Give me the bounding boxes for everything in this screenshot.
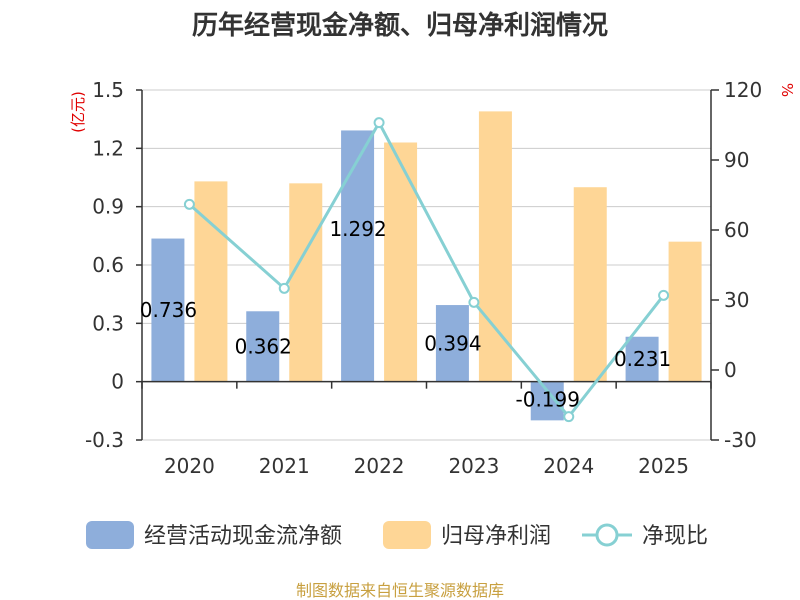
bar-net-profit [384, 142, 418, 382]
legend-label-net-profit: 归母净利润 [441, 524, 551, 549]
right-tick-label: 30 [724, 288, 749, 312]
point-cash-ratio [278, 282, 290, 294]
line-series [183, 117, 670, 423]
left-tick-label: 0 [111, 370, 124, 394]
point-cash-ratio [468, 296, 480, 308]
legend-swatch-net-profit [383, 521, 431, 549]
right-tick-label: 60 [724, 218, 749, 242]
point-cash-ratio [373, 117, 385, 129]
bar-operating-cash-flow [341, 130, 375, 382]
data-label-operating-cash-flow: -0.199 [516, 387, 580, 411]
data-label-operating-cash-flow: 0.394 [424, 331, 481, 355]
left-axis-unit: (亿元) [69, 91, 87, 133]
left-tick-label: 1.2 [92, 136, 124, 160]
legend-label-cash-ratio: 净现比 [642, 524, 708, 549]
x-tick-label: 2021 [259, 454, 310, 478]
right-tick-label: 120 [724, 78, 762, 102]
left-tick-label: 0.6 [92, 253, 124, 277]
bar-net-profit [289, 183, 323, 382]
bar-operating-cash-flow [435, 305, 469, 382]
left-tick-label: 0.3 [92, 311, 124, 335]
right-tick-label: -30 [724, 428, 757, 452]
legend-label-operating-cash-flow: 经营活动现金流净额 [144, 524, 342, 549]
point-cash-ratio [658, 289, 670, 301]
point-cash-ratio [183, 198, 195, 210]
line-cash-ratio [188, 119, 665, 420]
data-label-operating-cash-flow: 0.231 [614, 347, 671, 371]
bar-operating-cash-flow [246, 311, 280, 382]
bar-operating-cash-flow [625, 336, 659, 382]
x-tick-label: 2023 [448, 454, 499, 478]
bar-net-profit [573, 187, 607, 382]
legend: 经营活动现金流净额 归母净利润 净现比 [86, 521, 708, 549]
bar-net-profit [668, 241, 702, 382]
chart-title: 历年经营现金净额、归母净利润情况 [192, 10, 608, 41]
left-tick-label: 0.9 [92, 195, 124, 219]
data-labels: 0.736 0.362 1.292 0.394 -0.199 0.231 [140, 217, 671, 411]
x-tick-label: 2025 [638, 454, 689, 478]
source-note: 制图数据来自恒生聚源数据库 [296, 581, 504, 600]
left-tick-label: -0.3 [85, 428, 124, 452]
bar-operating-cash-flow [530, 381, 564, 421]
data-label-operating-cash-flow: 0.362 [235, 334, 292, 358]
x-tick-label: 2022 [354, 454, 405, 478]
bar-net-profit [478, 111, 512, 382]
right-tick-label: 90 [724, 148, 749, 172]
bars [151, 111, 702, 421]
point-cash-ratio [563, 411, 575, 423]
data-label-operating-cash-flow: 1.292 [329, 217, 386, 241]
legend-marker-cash-ratio [595, 523, 619, 547]
bar-operating-cash-flow [151, 238, 185, 382]
legend-swatch-operating-cash-flow [86, 521, 134, 549]
left-tick-label: 1.5 [92, 78, 124, 102]
right-axis-unit: % [778, 83, 796, 97]
x-tick-label: 2020 [164, 454, 215, 478]
x-tick-label: 2024 [543, 454, 594, 478]
right-tick-label: 0 [724, 358, 737, 382]
axes: 1.5 1.2 0.9 0.6 0.3 0 -0.3 120 90 60 30 0 -30 2020 202… [85, 78, 762, 478]
data-label-operating-cash-flow: 0.736 [140, 298, 197, 322]
